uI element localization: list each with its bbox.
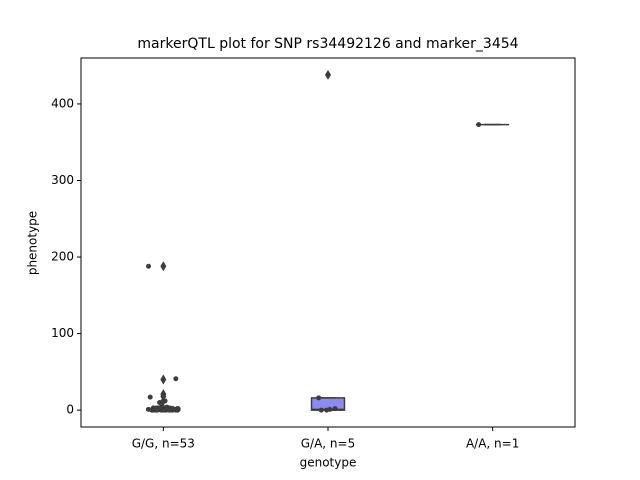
strip-point (316, 395, 322, 401)
flier (160, 261, 167, 272)
strip-point (324, 407, 330, 413)
flier (325, 69, 331, 80)
y-tick-label: 100 (51, 326, 74, 340)
strip-point (173, 376, 179, 382)
strip-point (332, 406, 338, 412)
plot-frame (80, 57, 576, 428)
y-tick-label: 300 (51, 173, 74, 187)
flier (160, 374, 167, 385)
y-axis-label: phenotype (26, 211, 40, 275)
strip-point (162, 398, 168, 404)
strip-point (476, 122, 482, 128)
strip-point (147, 394, 153, 400)
strip-point (154, 407, 160, 413)
strip-point (157, 400, 163, 406)
y-tick-label: 0 (66, 403, 74, 417)
x-tick-label: G/G, n=53 (132, 437, 195, 451)
x-axis-label: genotype (300, 456, 357, 470)
strip-point (170, 407, 176, 413)
strip-point (149, 407, 155, 413)
strip-point (318, 407, 324, 413)
strip-point (161, 407, 167, 413)
x-tick-label: A/A, n=1 (466, 437, 519, 451)
strip-point (146, 263, 152, 269)
y-tick-label: 200 (51, 250, 74, 264)
chart-title: markerQTL plot for SNP rs34492126 and ma… (137, 36, 518, 52)
x-tick-label: G/A, n=5 (301, 437, 355, 451)
y-tick-label: 400 (51, 96, 74, 110)
strip-point (173, 407, 179, 413)
